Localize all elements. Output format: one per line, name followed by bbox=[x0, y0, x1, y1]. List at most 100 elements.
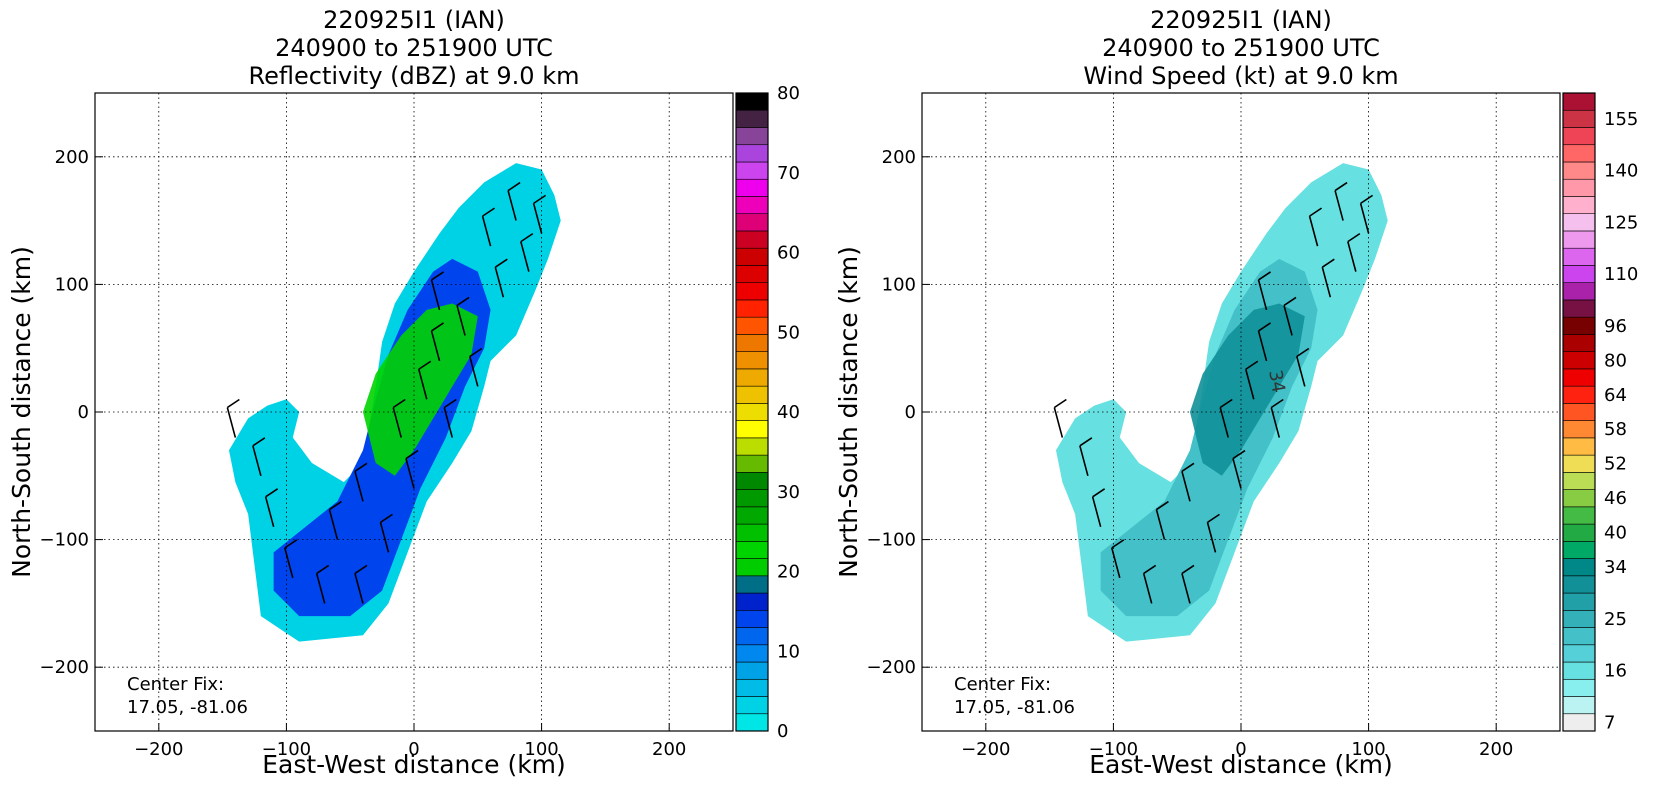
colorbar-segment bbox=[735, 472, 769, 490]
colorbar-segment bbox=[1562, 506, 1596, 525]
colorbar-segment bbox=[1562, 299, 1596, 318]
colorbar-segment bbox=[1562, 351, 1596, 370]
wind-barb-flag bbox=[226, 398, 240, 409]
field-core-region bbox=[362, 303, 478, 476]
colorbar-tick-label: 7 bbox=[1604, 712, 1615, 733]
wind-barb bbox=[1079, 445, 1089, 477]
wind-barb-flag bbox=[284, 539, 298, 549]
wind-barb-flag bbox=[1270, 398, 1284, 409]
colorbar-segment bbox=[1562, 92, 1596, 111]
colorbar-tick-label: 96 bbox=[1604, 316, 1627, 337]
field-core-region bbox=[1189, 303, 1305, 476]
colorbar-segment bbox=[735, 437, 769, 456]
wind-barb-flag bbox=[1258, 271, 1271, 281]
wind-barb-flag bbox=[265, 488, 279, 498]
wind-barb bbox=[1091, 496, 1102, 528]
y-tick-label: −100 bbox=[40, 530, 89, 551]
chart-title-line-0: 220925I1 (IAN) bbox=[323, 6, 505, 34]
colorbar-segment bbox=[735, 609, 769, 628]
colorbar-segment bbox=[1562, 558, 1596, 577]
x-tick-label: 0 bbox=[408, 739, 419, 760]
wind-barb-flag bbox=[1347, 232, 1361, 243]
colorbar-segment bbox=[735, 316, 769, 335]
x-tick-label: 200 bbox=[1479, 739, 1513, 760]
colorbar-segment bbox=[735, 213, 769, 232]
colorbar-tick-label: 70 bbox=[777, 163, 800, 184]
colorbar-tick-label: 125 bbox=[1604, 212, 1638, 233]
colorbar-segment bbox=[1562, 368, 1596, 387]
y-tick-label: 0 bbox=[78, 402, 89, 423]
colorbar-tick-label: 30 bbox=[777, 482, 800, 503]
chart-title-line-1: 240900 to 251900 UTC bbox=[1102, 34, 1380, 62]
wind-barb-flag bbox=[469, 347, 483, 358]
colorbar-segment bbox=[735, 247, 769, 266]
colorbar-segment bbox=[735, 678, 769, 697]
colorbar-segment bbox=[1562, 644, 1596, 663]
colorbar-segment bbox=[1562, 282, 1596, 301]
colorbar-segment bbox=[735, 161, 769, 180]
colorbar-segment bbox=[735, 541, 769, 559]
wind-barb-flag bbox=[1283, 296, 1297, 307]
wind-barb-flag bbox=[354, 462, 368, 472]
colorbar-segment bbox=[735, 523, 769, 542]
wind-barb-flag bbox=[520, 232, 534, 243]
wind-barb bbox=[1270, 407, 1281, 438]
colorbar-tick-label: 34 bbox=[1604, 557, 1627, 578]
wind-barb-flag bbox=[1219, 398, 1233, 409]
colorbar-tick-label: 46 bbox=[1604, 488, 1627, 509]
colorbar-segment bbox=[1562, 489, 1596, 508]
colorbar-tick-label: 52 bbox=[1604, 454, 1627, 475]
y-axis-label: North-South distance (km) bbox=[7, 246, 36, 578]
x-tick-label: −200 bbox=[961, 739, 1010, 760]
colorbar-segment bbox=[1562, 454, 1596, 473]
wind-barb bbox=[1155, 509, 1166, 540]
wind-barb-flag bbox=[533, 194, 547, 205]
colorbar-segment bbox=[735, 696, 769, 715]
colorbar-segment bbox=[1562, 213, 1596, 232]
wind-barb-flag bbox=[482, 207, 496, 217]
left-chart: 220925I1 (IAN) 240900 to 251900 UTC Reflec… bbox=[0, 0, 827, 787]
colorbar-tick-label: 10 bbox=[777, 641, 800, 662]
wind-barb bbox=[1219, 407, 1230, 438]
colorbar-segment bbox=[735, 92, 769, 111]
y-tick-label: −200 bbox=[40, 657, 89, 678]
wind-barb bbox=[1181, 471, 1191, 502]
wind-barb bbox=[1181, 573, 1191, 604]
colorbar-segment bbox=[735, 661, 769, 680]
wind-barb-flag bbox=[1181, 564, 1195, 575]
wind-barb bbox=[354, 573, 364, 604]
colorbar-segment bbox=[735, 575, 769, 594]
colorbar-segment bbox=[1562, 696, 1596, 715]
wind-barb-flag bbox=[1155, 500, 1169, 511]
chart-title-line-2: Wind Speed (kt) at 9.0 km bbox=[1083, 62, 1398, 90]
wind-barb bbox=[405, 458, 415, 489]
colorbar-segment bbox=[1562, 178, 1596, 197]
colorbar-segment bbox=[735, 299, 769, 318]
colorbar-tick-label: 140 bbox=[1604, 161, 1638, 182]
colorbar-segment bbox=[735, 265, 769, 283]
colorbar-segment bbox=[1562, 334, 1596, 352]
wind-barb bbox=[456, 305, 466, 336]
x-tick-label: 0 bbox=[1235, 739, 1246, 760]
colorbar-segment bbox=[735, 592, 769, 611]
center-fix-annotation-line-0: Center Fix: bbox=[127, 674, 224, 695]
wind-barb-flag bbox=[316, 564, 330, 575]
colorbar-segment bbox=[1562, 161, 1596, 180]
wind-barb bbox=[430, 279, 441, 311]
colorbar-segment bbox=[1562, 592, 1596, 611]
colorbar-segment bbox=[735, 558, 769, 577]
wind-barb-flag bbox=[392, 398, 406, 409]
wind-barb bbox=[379, 522, 390, 553]
wind-barb bbox=[1321, 266, 1332, 298]
wind-barb bbox=[1257, 279, 1268, 311]
colorbar-segment bbox=[735, 385, 769, 404]
wind-barb-flag bbox=[443, 398, 457, 409]
wind-barb bbox=[1308, 215, 1319, 247]
wind-barb bbox=[1142, 573, 1153, 604]
x-axis-label: East-West distance (km) bbox=[262, 750, 566, 779]
colorbar-segment bbox=[735, 627, 769, 646]
wind-barb-flag bbox=[1296, 347, 1310, 358]
wind-barb-flag bbox=[1207, 513, 1220, 524]
wind-barb bbox=[1347, 241, 1357, 272]
